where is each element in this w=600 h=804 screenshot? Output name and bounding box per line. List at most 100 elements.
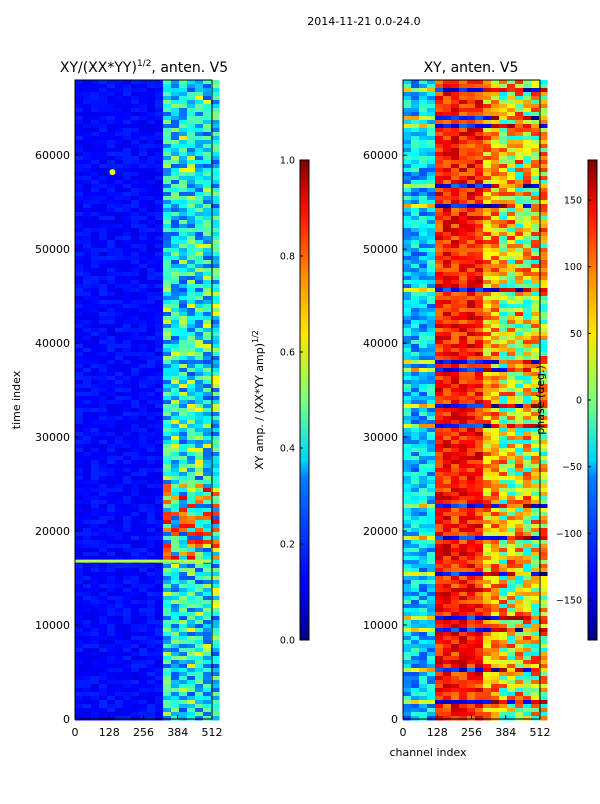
amp-cell: [155, 408, 164, 413]
amp-cell: [123, 520, 132, 525]
amp-cell: [83, 464, 92, 469]
amp-cell: [99, 400, 108, 405]
amp-cell: [187, 508, 196, 513]
amp-cell: [155, 392, 164, 397]
phase-cell: [491, 520, 500, 525]
amp-cell: [195, 276, 204, 281]
phase-cell: [403, 168, 412, 173]
phase-cell: [459, 244, 468, 249]
amp-cell: [83, 548, 92, 553]
phase-cell: [443, 152, 452, 157]
phase-cell: [483, 492, 492, 497]
amp-cell: [163, 168, 172, 173]
amp-cell: [163, 508, 172, 513]
amp-cell: [131, 136, 140, 141]
phase-cell: [499, 308, 508, 313]
amp-cell: [75, 688, 84, 693]
phase-cell: [491, 144, 500, 149]
amp-cell: [99, 448, 108, 453]
amp-colorbar-tick-label: 0.4: [280, 444, 295, 455]
phase-cell: [443, 88, 452, 93]
phase-cell: [467, 368, 476, 373]
amp-cell: [83, 188, 92, 193]
phase-cell: [483, 284, 492, 289]
phase-cell: [419, 508, 428, 513]
amp-cell: [147, 520, 156, 525]
amp-cell: [75, 516, 84, 521]
amp-cell: [171, 416, 180, 421]
amp-cell: [83, 116, 92, 121]
amp-cell: [195, 216, 204, 221]
amp-cell: [163, 368, 172, 373]
amp-cell: [187, 584, 196, 589]
phase-cell: [435, 80, 444, 85]
amp-cell: [139, 572, 148, 577]
amp-cell: [147, 280, 156, 285]
amp-cell: [99, 292, 108, 297]
amp-cell: [99, 608, 108, 613]
phase-cell: [459, 380, 468, 385]
amp-cell: [91, 164, 100, 169]
phase-cell: [491, 472, 500, 477]
amp-cell: [115, 436, 124, 441]
phase-cell: [515, 432, 524, 437]
phase-cell: [523, 284, 532, 289]
phase-cell: [483, 404, 492, 409]
amp-cell: [91, 680, 100, 685]
amp-cell: [155, 292, 164, 297]
phase-cell: [523, 200, 532, 205]
amp-cell: [147, 376, 156, 381]
amp-cell: [123, 164, 132, 169]
phase-cell: [531, 320, 540, 325]
amp-cell: [107, 308, 116, 313]
amp-cell: [91, 532, 100, 537]
amp-cell: [195, 112, 204, 117]
phase-cell: [475, 432, 484, 437]
phase-cell: [515, 96, 524, 101]
amp-cell: [83, 236, 92, 241]
phase-cell: [451, 80, 460, 85]
amp-cell: [99, 628, 108, 633]
phase-cell: [515, 132, 524, 137]
amp-cell: [123, 572, 132, 577]
phase-cell: [451, 140, 460, 145]
amp-cell: [171, 536, 180, 541]
phase-cell: [459, 200, 468, 205]
amp-cell: [123, 188, 132, 193]
phase-cell: [427, 356, 436, 361]
amp-cell: [99, 564, 108, 569]
amp-cell: [147, 352, 156, 357]
amp-cell: [203, 464, 212, 469]
amp-cell: [187, 292, 196, 297]
phase-cell: [515, 492, 524, 497]
phase-cell: [475, 240, 484, 245]
phase-cell: [403, 404, 412, 409]
amp-cell: [91, 80, 100, 85]
amp-cell: [171, 368, 180, 373]
amp-cell: [83, 144, 92, 149]
amp-cell: [83, 140, 92, 145]
amp-cell: [131, 396, 140, 401]
amp-cell: [139, 576, 148, 581]
amp-cell: [155, 488, 164, 493]
phase-cell: [491, 412, 500, 417]
amp-cell: [91, 348, 100, 353]
phase-cell: [483, 188, 492, 193]
amp-cell: [147, 152, 156, 157]
amp-cell: [123, 140, 132, 145]
amp-y-axis-label: time index: [10, 370, 23, 429]
amp-cell: [187, 180, 196, 185]
amp-cell: [195, 232, 204, 237]
amp-cell: [123, 532, 132, 537]
amp-cell: [187, 184, 196, 189]
phase-cell: [467, 412, 476, 417]
phase-cell: [427, 244, 436, 249]
amp-cell: [203, 84, 212, 89]
phase-cell: [467, 528, 476, 533]
phase-cell: [435, 360, 444, 365]
amp-cell: [75, 132, 84, 137]
phase-cell: [419, 328, 428, 333]
phase-cell: [475, 104, 484, 109]
phase-cell: [523, 260, 532, 265]
phase-cell: [523, 412, 532, 417]
